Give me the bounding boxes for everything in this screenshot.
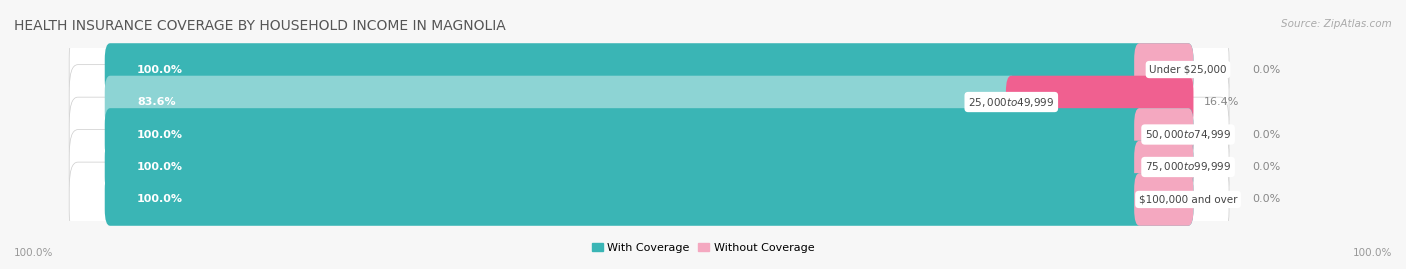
Text: 0.0%: 0.0% xyxy=(1253,129,1281,140)
FancyBboxPatch shape xyxy=(1135,108,1194,161)
FancyBboxPatch shape xyxy=(104,173,1194,226)
Text: 83.6%: 83.6% xyxy=(136,97,176,107)
Text: HEALTH INSURANCE COVERAGE BY HOUSEHOLD INCOME IN MAGNOLIA: HEALTH INSURANCE COVERAGE BY HOUSEHOLD I… xyxy=(14,19,506,33)
Text: 100.0%: 100.0% xyxy=(136,194,183,204)
FancyBboxPatch shape xyxy=(1135,173,1194,226)
Text: 100.0%: 100.0% xyxy=(1353,248,1392,258)
Legend: With Coverage, Without Coverage: With Coverage, Without Coverage xyxy=(592,243,814,253)
Text: Source: ZipAtlas.com: Source: ZipAtlas.com xyxy=(1281,19,1392,29)
Text: 100.0%: 100.0% xyxy=(14,248,53,258)
FancyBboxPatch shape xyxy=(1135,43,1194,96)
Text: Under $25,000: Under $25,000 xyxy=(1149,65,1227,75)
Text: $25,000 to $49,999: $25,000 to $49,999 xyxy=(969,95,1054,108)
FancyBboxPatch shape xyxy=(104,43,1194,96)
Text: $75,000 to $99,999: $75,000 to $99,999 xyxy=(1144,161,1232,174)
FancyBboxPatch shape xyxy=(1005,76,1194,128)
FancyBboxPatch shape xyxy=(69,32,1229,107)
FancyBboxPatch shape xyxy=(104,76,1017,128)
Text: 0.0%: 0.0% xyxy=(1253,162,1281,172)
FancyBboxPatch shape xyxy=(1135,141,1194,193)
Text: 0.0%: 0.0% xyxy=(1253,194,1281,204)
Text: $50,000 to $74,999: $50,000 to $74,999 xyxy=(1144,128,1232,141)
FancyBboxPatch shape xyxy=(104,141,1194,193)
FancyBboxPatch shape xyxy=(69,65,1229,139)
FancyBboxPatch shape xyxy=(69,97,1229,172)
Text: 16.4%: 16.4% xyxy=(1204,97,1240,107)
Text: 0.0%: 0.0% xyxy=(1253,65,1281,75)
Text: $100,000 and over: $100,000 and over xyxy=(1139,194,1237,204)
Text: 100.0%: 100.0% xyxy=(136,162,183,172)
Text: 100.0%: 100.0% xyxy=(136,65,183,75)
FancyBboxPatch shape xyxy=(69,162,1229,237)
FancyBboxPatch shape xyxy=(69,130,1229,204)
FancyBboxPatch shape xyxy=(104,108,1194,161)
Text: 100.0%: 100.0% xyxy=(136,129,183,140)
